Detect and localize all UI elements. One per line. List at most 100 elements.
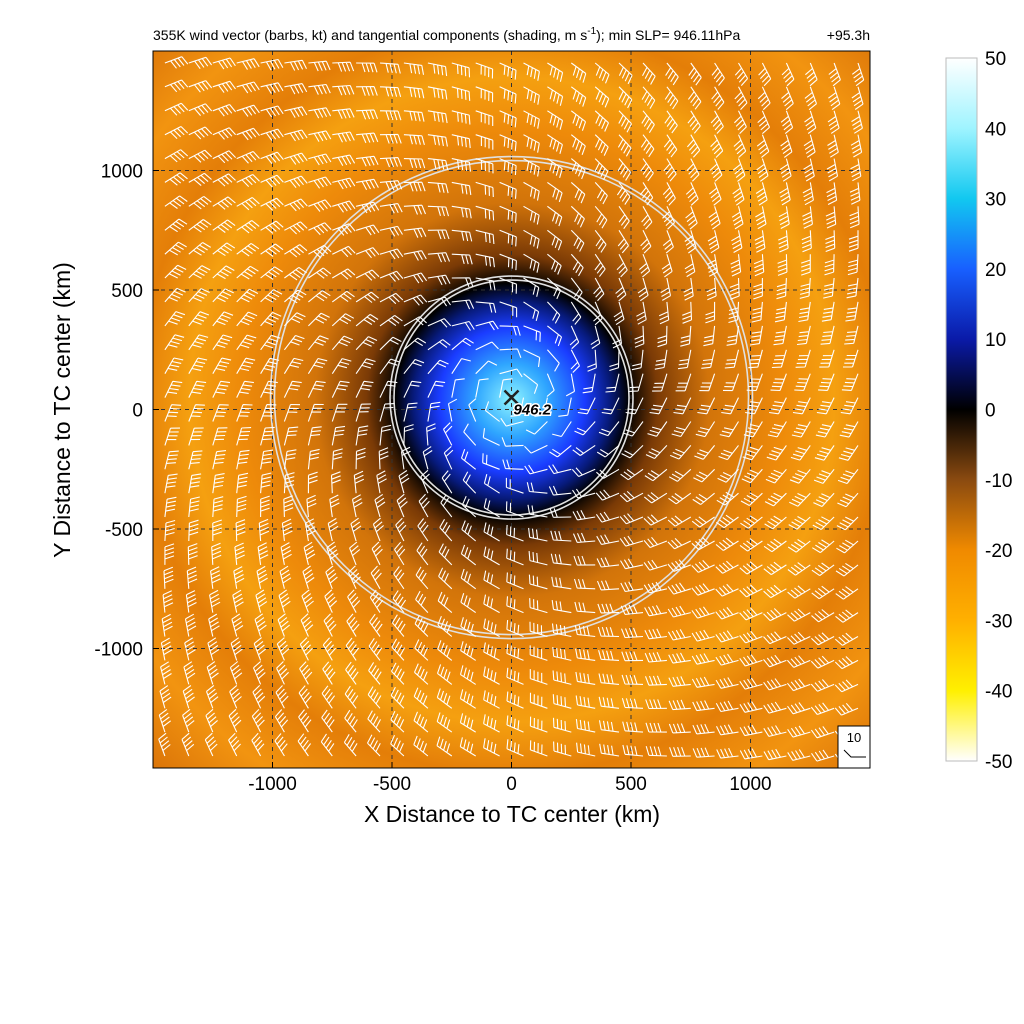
wind-barb [667, 515, 692, 527]
wind-barb [615, 277, 627, 302]
wind-barb [575, 648, 596, 661]
wind-barb [437, 615, 453, 637]
wind-barb [721, 397, 739, 415]
wind-barb [427, 318, 452, 328]
wind-barb [547, 62, 564, 82]
wind-barb [475, 341, 499, 351]
wind-barb [212, 519, 222, 541]
wind-barb [475, 86, 494, 103]
wind-barb [206, 661, 219, 685]
wind-barb [575, 719, 596, 733]
wind-barb [528, 551, 548, 566]
wind-barb [528, 527, 548, 542]
wind-barb [733, 134, 747, 158]
wind-barb [256, 565, 268, 589]
wind-barb [186, 566, 198, 589]
wind-barb [824, 254, 835, 276]
wind-barb [523, 134, 540, 153]
wind-barb [703, 325, 716, 347]
wind-barb [351, 494, 363, 518]
wind-barb [483, 594, 500, 614]
wind-barb [550, 530, 572, 542]
wind-barb [709, 158, 723, 182]
wind-barb [427, 205, 450, 217]
wind-barb [350, 517, 362, 542]
wind-barb [308, 153, 332, 166]
wind-barb [574, 421, 596, 436]
wind-barb [427, 252, 451, 263]
wind-barb [506, 548, 524, 566]
wind-barb [677, 349, 692, 370]
wind-barb [321, 685, 336, 709]
wind-barb [523, 158, 540, 177]
wind-barb [400, 446, 411, 470]
wind-barb [348, 565, 361, 590]
wind-barb [547, 277, 562, 300]
wind-barb [164, 102, 189, 116]
wind-barb [459, 713, 476, 733]
wind-barb [228, 708, 242, 733]
wind-barb [779, 158, 792, 182]
wind-barb [691, 536, 715, 551]
wind-barb [482, 453, 500, 470]
wind-barb [573, 578, 596, 590]
wind-barbs [158, 56, 865, 763]
wind-barb [840, 397, 859, 415]
colorbar-tick-label: -30 [985, 611, 1012, 632]
wind-barb [274, 709, 289, 733]
wind-barb [254, 613, 267, 637]
x-tick-label: 0 [506, 774, 517, 795]
wind-barb [620, 604, 644, 615]
colorbar-tick-label: 40 [985, 119, 1006, 140]
wind-barb [660, 277, 672, 301]
wind-barb [403, 204, 427, 215]
wind-barb [828, 62, 841, 87]
wind-barb [378, 447, 389, 470]
wind-barb [500, 417, 524, 427]
wind-barb [788, 516, 811, 530]
wind-barb [619, 490, 644, 503]
wind-barb [468, 398, 477, 422]
wind-barb [730, 254, 742, 277]
wind-barb [643, 581, 668, 594]
wind-barb [552, 421, 572, 438]
wind-barb [616, 253, 628, 278]
wind-barb [475, 360, 498, 375]
wind-barb [324, 589, 338, 613]
wind-barb [708, 206, 721, 230]
wind-barb [623, 421, 644, 437]
wind-barb [823, 277, 835, 299]
wind-barb [813, 468, 835, 484]
wind-barb [792, 397, 811, 415]
reference-barb-icon [843, 749, 866, 758]
wind-barb [576, 742, 596, 757]
wind-barb [834, 679, 859, 693]
wind-barb [598, 421, 620, 437]
wind-barb [763, 608, 787, 622]
wind-barb [617, 230, 629, 254]
wind-barb [379, 225, 403, 237]
wind-barb [463, 423, 477, 446]
wind-barb [303, 541, 316, 566]
reference-barb-label: 10 [847, 730, 861, 745]
wind-barb [260, 82, 284, 94]
wind-barb [661, 254, 673, 278]
wind-barb [506, 643, 524, 661]
wind-barb [572, 532, 596, 543]
wind-barb [283, 426, 299, 446]
wind-barb [594, 205, 608, 229]
wind-barb [413, 687, 429, 709]
wind-barb [523, 62, 540, 81]
colorbar-tick-label: -10 [985, 471, 1012, 492]
wind-barb [379, 157, 403, 168]
wind-barb [597, 626, 620, 638]
wind-barb [506, 572, 524, 590]
wind-barb [810, 679, 835, 692]
wind-barb [369, 613, 383, 637]
wind-barb [810, 726, 835, 739]
wind-barb [332, 108, 355, 119]
wind-barb [284, 129, 308, 142]
wind-barb [349, 541, 361, 566]
wind-barb [622, 744, 644, 757]
wind-barb [617, 134, 632, 157]
